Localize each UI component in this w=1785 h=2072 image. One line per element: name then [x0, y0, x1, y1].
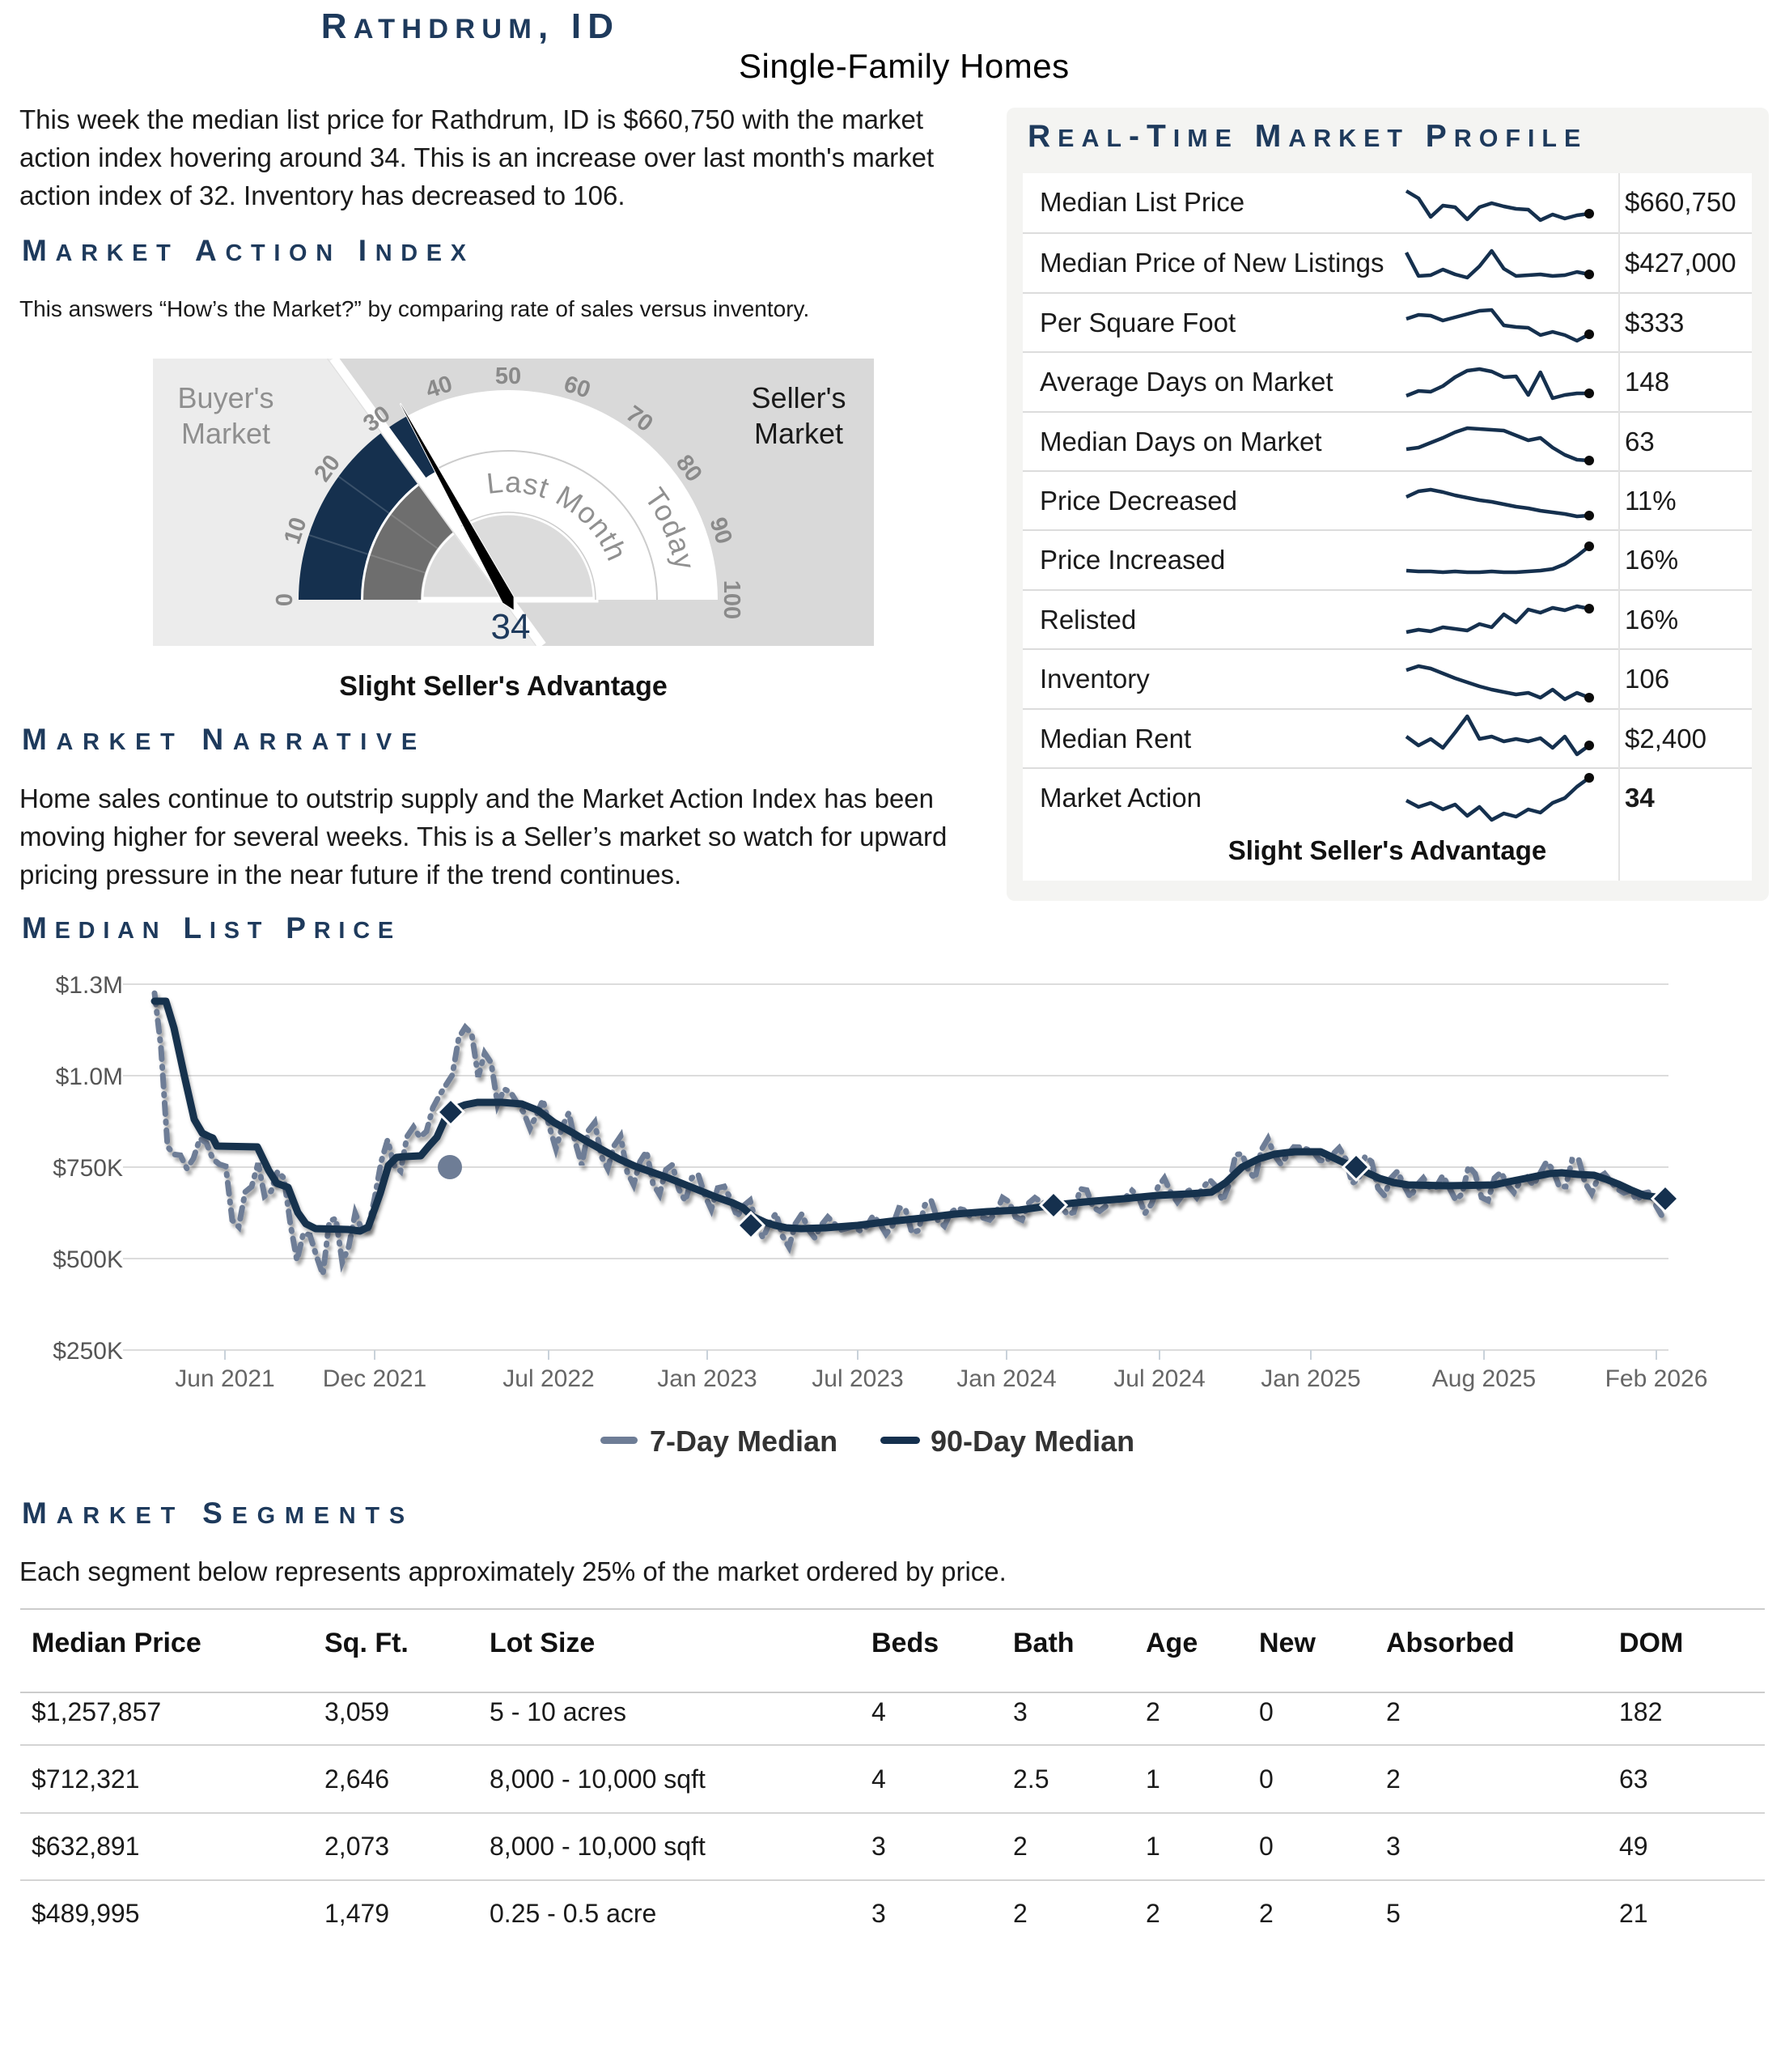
svg-text:Jan 2025: Jan 2025 — [1261, 1365, 1360, 1392]
svg-text:50: 50 — [495, 363, 521, 389]
svg-text:Jan 2024: Jan 2024 — [956, 1365, 1056, 1392]
svg-text:Jun 2021: Jun 2021 — [175, 1365, 274, 1392]
svg-text:Dec 2021: Dec 2021 — [323, 1365, 426, 1392]
svg-text:$1.0M: $1.0M — [56, 1064, 123, 1090]
svg-text:Aug 2025: Aug 2025 — [1432, 1365, 1536, 1392]
svg-text:Jul 2022: Jul 2022 — [502, 1365, 594, 1392]
svg-text:100: 100 — [719, 580, 744, 619]
svg-text:34: 34 — [491, 607, 531, 646]
svg-text:7-Day Median: 7-Day Median — [650, 1424, 837, 1458]
svg-text:Jul 2023: Jul 2023 — [812, 1365, 903, 1392]
svg-text:$1.3M: $1.3M — [56, 972, 123, 999]
svg-text:Jul 2024: Jul 2024 — [1113, 1365, 1205, 1392]
svg-text:Market: Market — [181, 417, 270, 450]
svg-text:Buyer's: Buyer's — [178, 381, 274, 414]
svg-text:90-Day Median: 90-Day Median — [931, 1424, 1134, 1458]
svg-text:Seller's: Seller's — [752, 381, 846, 414]
svg-text:$500K: $500K — [53, 1246, 123, 1273]
svg-text:0: 0 — [272, 593, 298, 606]
svg-text:$750K: $750K — [53, 1155, 123, 1182]
svg-text:Market: Market — [754, 417, 843, 450]
svg-text:$250K: $250K — [53, 1338, 123, 1365]
svg-text:Feb 2026: Feb 2026 — [1605, 1365, 1708, 1392]
svg-text:Jan 2023: Jan 2023 — [657, 1365, 757, 1392]
